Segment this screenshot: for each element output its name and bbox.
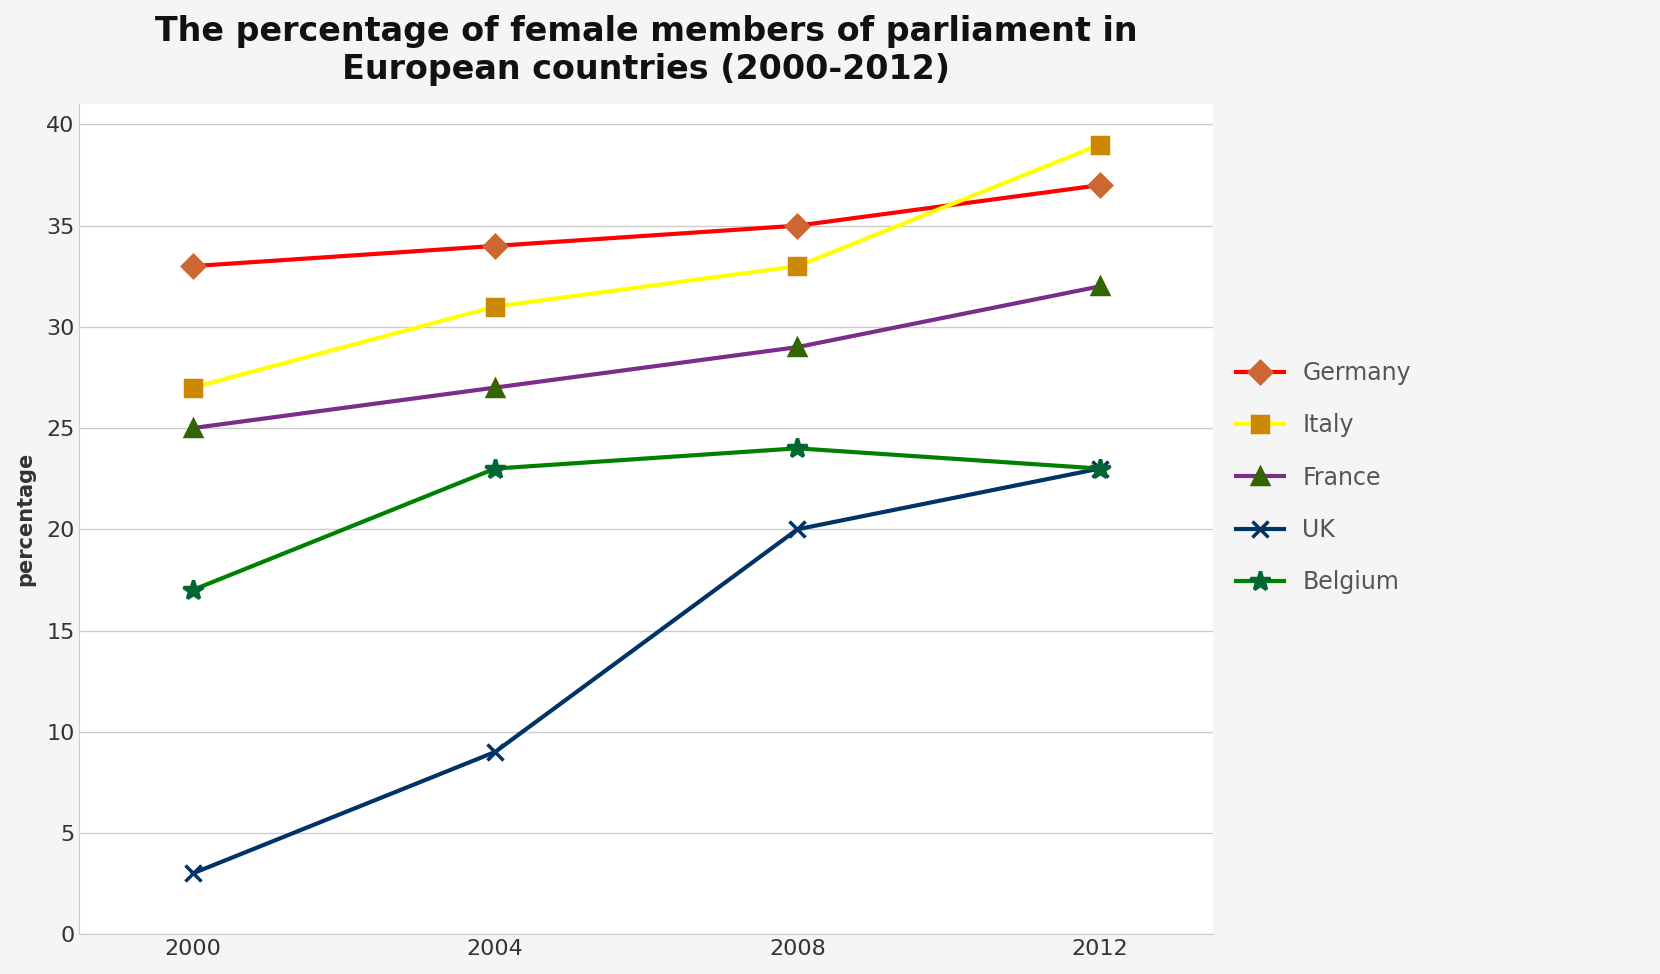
France [1091,281,1111,292]
France [485,382,505,393]
Germany [183,260,203,272]
UK [183,868,203,880]
Line: Belgium: Belgium [183,438,1111,600]
Legend: Germany, Italy, France, UK, Belgium: Germany, Italy, France, UK, Belgium [1237,361,1411,594]
UK [485,746,505,758]
Belgium [183,584,203,596]
France [183,423,203,434]
Title: The percentage of female members of parliament in
European countries (2000-2012): The percentage of female members of parl… [154,15,1137,87]
Germany [1091,179,1111,191]
Italy [183,382,203,393]
UK [787,523,807,535]
Belgium [787,442,807,454]
Y-axis label: percentage: percentage [15,452,35,586]
France [787,341,807,353]
Line: France: France [184,278,1109,436]
Italy [1091,139,1111,151]
Germany [485,240,505,251]
Line: Germany: Germany [186,177,1107,274]
Italy [787,260,807,272]
Germany [787,220,807,232]
Belgium [485,463,505,474]
UK [1091,463,1111,474]
Italy [485,301,505,313]
Line: UK: UK [184,461,1109,881]
Belgium [1091,463,1111,474]
Line: Italy: Italy [184,136,1109,395]
